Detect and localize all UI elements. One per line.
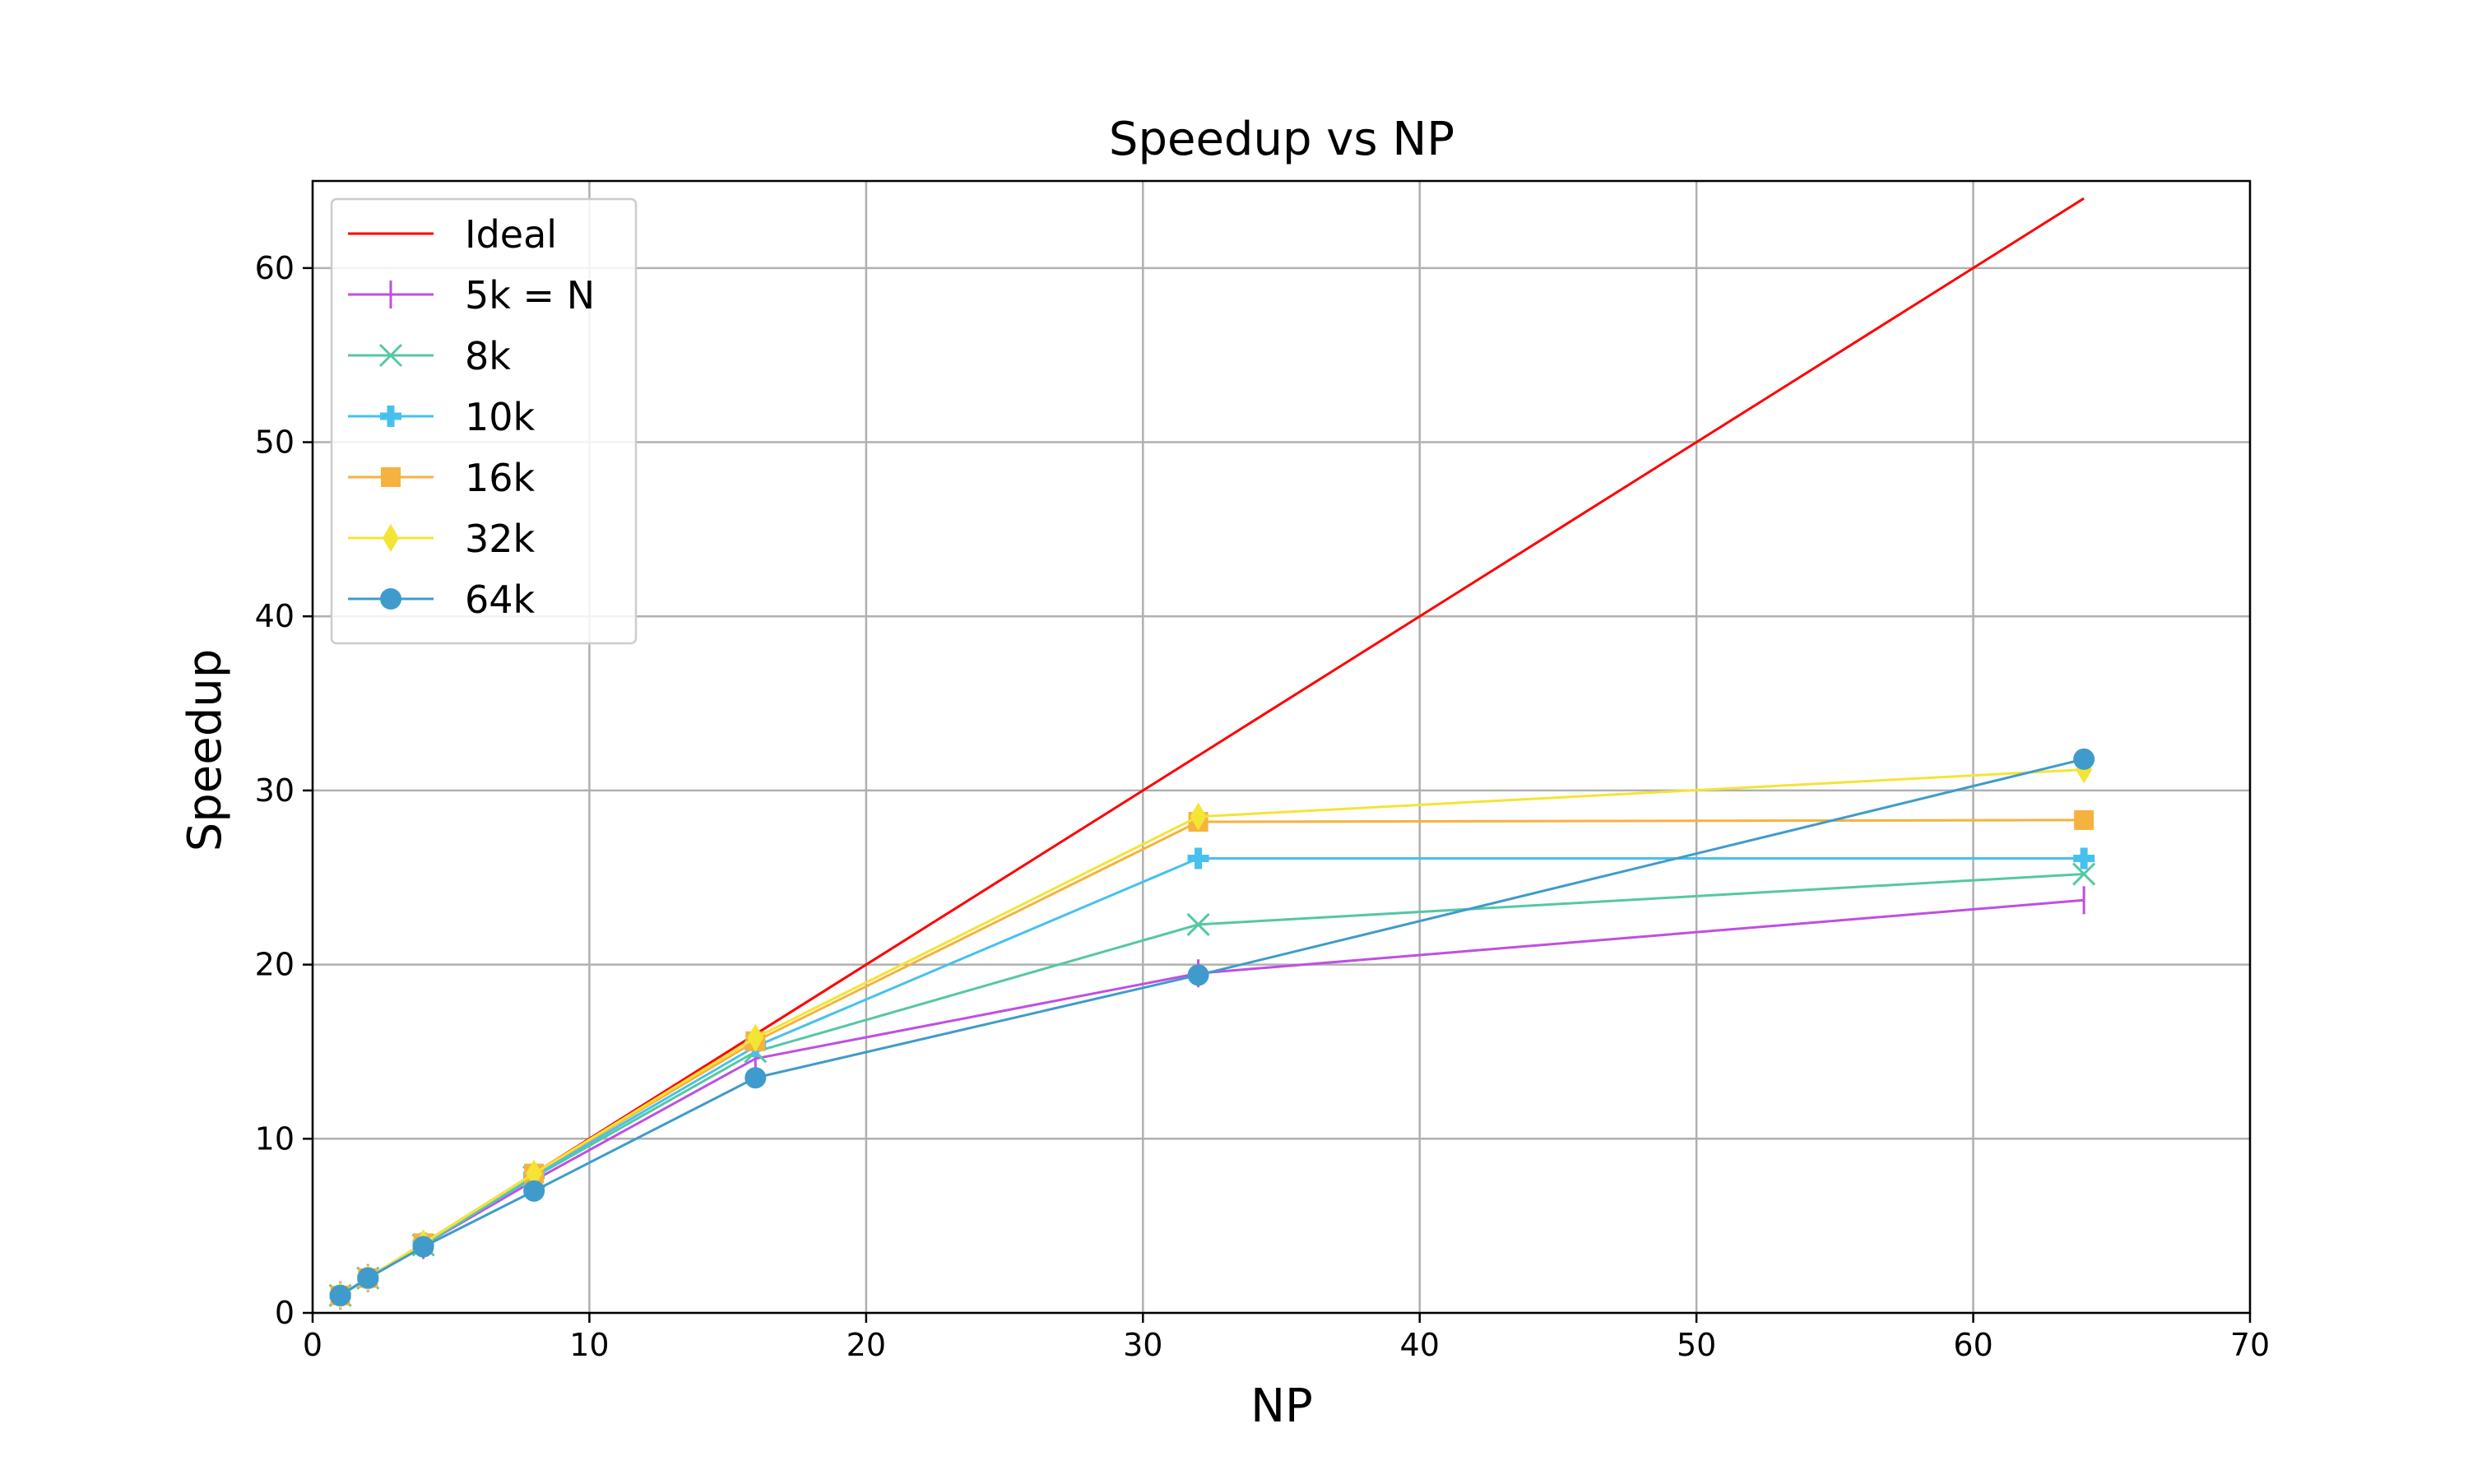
series-line (339, 758, 2085, 1297)
data-point (2072, 862, 2096, 886)
legend-label: Ideal (465, 212, 557, 257)
grid-lines (311, 181, 2252, 1315)
legend-swatch-marker (383, 524, 399, 552)
legend-entry: Ideal (348, 212, 557, 257)
legend-entry: 10k (348, 395, 536, 439)
data-point (523, 1180, 545, 1202)
data-point (412, 1236, 434, 1258)
series-2 (328, 862, 2096, 1307)
data-point (357, 1267, 379, 1289)
data-point (2073, 847, 2095, 870)
data-point (1190, 802, 1207, 831)
legend-label: 10k (465, 395, 536, 439)
y-tick-label: 30 (255, 772, 295, 809)
series-6 (329, 748, 2095, 1306)
series-line (339, 898, 2085, 1297)
series-layer (328, 197, 2096, 1310)
data-point (329, 1284, 351, 1306)
x-tick-label: 0 (303, 1327, 322, 1363)
x-tick-label: 50 (1677, 1327, 1716, 1363)
legend-label: 5k = N (465, 273, 595, 318)
series-5 (332, 755, 2093, 1310)
y-tick-label: 40 (255, 598, 295, 634)
y-tick-label: 20 (255, 947, 295, 983)
legend: Ideal 5k = N 8k 10k 16k 32k 64k (330, 197, 638, 645)
legend-entry: 5k = N (348, 273, 595, 318)
data-point (1187, 964, 1209, 986)
series-line (339, 819, 2085, 1297)
x-tick-label: 30 (1123, 1327, 1162, 1363)
series-4 (330, 809, 2095, 1305)
x-tick-label: 10 (569, 1327, 609, 1363)
legend-entry: 8k (348, 334, 511, 378)
legend-label: 32k (465, 517, 536, 561)
data-point (2073, 748, 2095, 770)
legend-label: 64k (465, 577, 536, 622)
x-tick-label: 70 (2230, 1327, 2270, 1363)
y-tick-label: 10 (255, 1120, 295, 1157)
legend-swatch-marker (380, 588, 401, 610)
series-1 (339, 886, 2085, 1310)
legend-label: 16k (465, 456, 536, 500)
legend-swatch-marker (381, 467, 401, 487)
legend-swatch-marker (378, 343, 403, 368)
data-point (747, 1023, 764, 1052)
series-line (339, 873, 2085, 1297)
series-line (339, 768, 2085, 1297)
legend-entry: 32k (348, 517, 536, 561)
y-tick-label: 0 (275, 1295, 295, 1331)
x-axis-label: NP (1250, 1380, 1313, 1433)
data-point (1186, 912, 1210, 936)
series-3 (329, 847, 2095, 1306)
data-point (2074, 809, 2095, 830)
data-point (745, 1067, 767, 1089)
axis-ticks: 0 10 20 30 40 50 60 70 0 10 20 30 40 50 60 (255, 250, 2271, 1363)
chart-title: Speedup vs NP (1109, 113, 1454, 166)
legend-box (330, 197, 638, 645)
x-tick-label: 20 (847, 1327, 886, 1363)
x-tick-label: 60 (1953, 1327, 1992, 1363)
y-tick-label: 60 (255, 250, 295, 286)
x-tick-label: 40 (1400, 1327, 1440, 1363)
legend-entry: 64k (348, 577, 536, 622)
legend-label: 8k (465, 334, 511, 378)
y-axis-label: Speedup (179, 649, 232, 852)
plot-area-frame (311, 179, 2252, 1315)
y-tick-label: 50 (255, 424, 295, 461)
data-point (1187, 847, 1209, 870)
legend-swatch-marker (380, 406, 401, 427)
legend-entry: 16k (348, 456, 536, 500)
data-point (526, 1159, 543, 1188)
